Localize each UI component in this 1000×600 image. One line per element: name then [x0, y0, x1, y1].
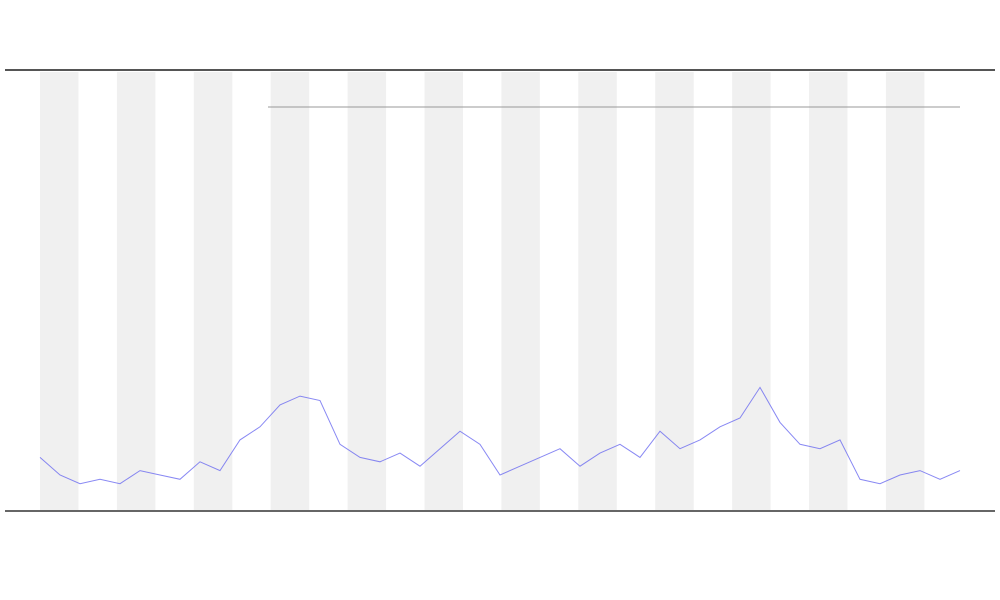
- band: [193, 72, 233, 510]
- band: [424, 72, 463, 510]
- background-bands: [40, 72, 925, 510]
- band: [732, 72, 771, 510]
- band: [116, 72, 156, 510]
- band: [501, 72, 540, 510]
- series-line: [39, 386, 961, 485]
- band: [270, 72, 310, 510]
- band: [655, 72, 694, 510]
- band: [809, 72, 848, 510]
- band: [578, 72, 617, 510]
- band: [885, 72, 925, 510]
- band: [347, 72, 387, 510]
- band: [40, 72, 79, 510]
